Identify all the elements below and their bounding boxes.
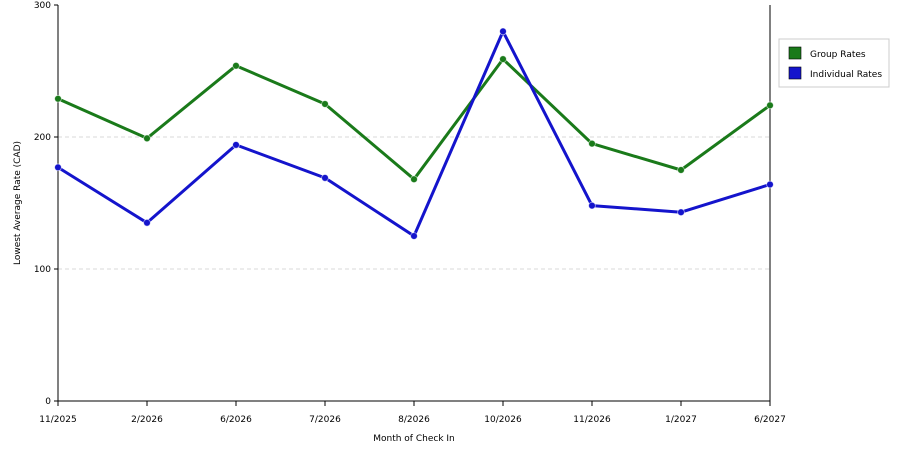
data-point-individual-rates xyxy=(766,180,774,189)
x-tick-label: 6/2026 xyxy=(220,415,252,425)
legend-swatch xyxy=(788,46,802,60)
axes xyxy=(57,5,771,402)
series-group-rates xyxy=(54,55,774,184)
x-tick-label: 1/2027 xyxy=(665,415,697,425)
y-tick-label: 300 xyxy=(34,1,51,11)
data-point-individual-rates xyxy=(143,219,151,227)
x-tick-label: 7/2026 xyxy=(309,415,341,425)
series-line-group-rates xyxy=(57,57,771,181)
legend: Group Rates Individual Rates xyxy=(778,38,890,88)
series-individual-rates xyxy=(54,27,774,240)
data-point-group-rates xyxy=(410,175,418,184)
data-point-individual-rates xyxy=(232,141,240,149)
data-point-group-rates xyxy=(588,139,596,148)
x-tick-label: 8/2026 xyxy=(398,415,430,425)
x-tick-label: 2/2026 xyxy=(131,415,163,425)
y-ticks: 0 100 200 300 xyxy=(34,1,58,407)
legend-label: Individual Rates xyxy=(810,70,882,80)
legend-label: Group Rates xyxy=(810,50,866,60)
gridlines xyxy=(58,136,770,270)
x-tick-label: 10/2026 xyxy=(484,415,522,425)
x-axis-title: Month of Check In xyxy=(373,434,455,444)
data-point-individual-rates xyxy=(54,163,62,172)
data-point-group-rates xyxy=(321,100,329,108)
y-tick-label: 200 xyxy=(34,133,51,143)
y-axis-title: Lowest Average Rate (CAD) xyxy=(13,141,23,265)
x-tick-label: 11/2026 xyxy=(573,415,611,425)
data-point-individual-rates xyxy=(677,208,685,217)
data-point-individual-rates xyxy=(499,27,507,36)
x-ticks: 11/2025 2/2026 6/2026 7/2026 8/2026 10/2026 11… xyxy=(39,401,786,425)
legend-items: Group Rates Individual Rates xyxy=(788,46,882,80)
data-point-group-rates xyxy=(54,94,62,103)
data-point-group-rates xyxy=(143,134,151,143)
legend-swatch xyxy=(788,66,802,80)
data-point-group-rates xyxy=(677,166,685,174)
data-point-group-rates xyxy=(232,61,240,70)
data-point-group-rates xyxy=(766,101,774,110)
x-tick-label: 11/2025 xyxy=(39,415,76,425)
series-line-individual-rates xyxy=(57,29,771,238)
data-point-individual-rates xyxy=(321,174,329,182)
data-point-group-rates xyxy=(499,55,507,63)
y-tick-label: 0 xyxy=(45,397,51,407)
x-tick-label: 6/2027 xyxy=(754,415,786,425)
data-point-individual-rates xyxy=(410,232,418,240)
y-tick-label: 100 xyxy=(34,265,51,275)
series xyxy=(54,27,774,240)
data-point-individual-rates xyxy=(588,201,596,210)
